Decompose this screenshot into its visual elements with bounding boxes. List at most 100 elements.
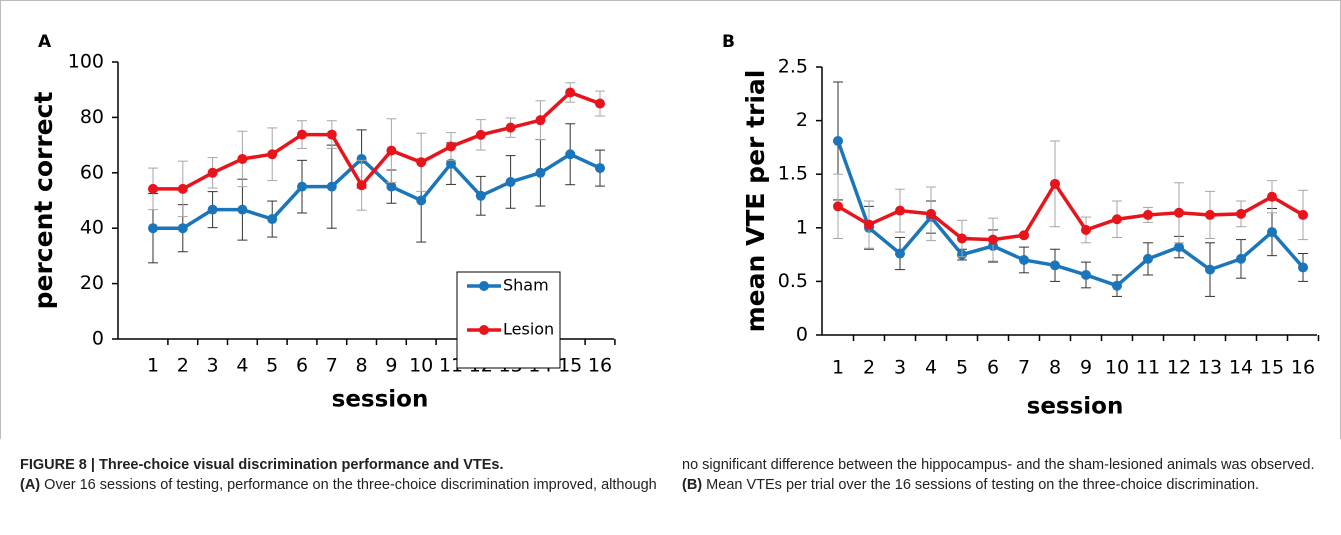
point xyxy=(237,153,248,164)
caption-title: FIGURE 8 | Three-choice visual discrimin… xyxy=(20,457,504,473)
point xyxy=(1112,214,1122,225)
point xyxy=(267,149,278,160)
point xyxy=(297,129,307,140)
point xyxy=(446,158,456,169)
x-tick-label: 5 xyxy=(266,355,278,377)
x-tick-label: 5 xyxy=(956,357,968,379)
point xyxy=(565,149,576,160)
point xyxy=(267,214,278,225)
y-tick-label: 2.5 xyxy=(778,56,808,78)
point xyxy=(177,183,188,194)
y-axis-title: mean VTE per trial xyxy=(741,70,770,333)
point xyxy=(1112,280,1122,291)
point xyxy=(895,205,905,216)
point xyxy=(207,204,218,215)
point xyxy=(386,181,397,192)
x-tick-label: 15 xyxy=(558,355,582,377)
x-tick-label: 15 xyxy=(1260,357,1284,379)
point xyxy=(535,167,546,178)
x-tick-label: 16 xyxy=(588,355,612,377)
x-tick-label: 10 xyxy=(409,355,433,377)
point xyxy=(1298,262,1308,273)
point xyxy=(446,141,456,152)
panel-a-text: Over 16 sessions of testing, performance… xyxy=(44,457,1315,493)
point xyxy=(1019,230,1029,241)
point xyxy=(356,153,367,164)
y-tick-label: 60 xyxy=(80,161,104,183)
point xyxy=(1174,242,1184,253)
x-tick-label: 14 xyxy=(1229,357,1253,379)
point xyxy=(326,129,337,140)
y-tick-label: 2 xyxy=(796,109,808,131)
point xyxy=(207,167,218,178)
point xyxy=(505,176,516,187)
point xyxy=(148,183,158,194)
x-tick-label: 13 xyxy=(1198,357,1222,379)
y-tick-label: 0 xyxy=(92,328,104,350)
point xyxy=(386,145,397,156)
point xyxy=(957,233,967,244)
panel-b-label: (B) xyxy=(682,477,703,493)
point xyxy=(1050,178,1060,189)
point xyxy=(595,163,605,174)
x-tick-label: 3 xyxy=(207,355,219,377)
series-line xyxy=(836,140,1305,288)
point xyxy=(1081,224,1091,235)
point xyxy=(833,201,843,212)
x-tick-label: 6 xyxy=(987,357,999,379)
y-tick-label: 40 xyxy=(80,217,104,239)
legend-label: Sham xyxy=(503,276,549,295)
point xyxy=(1174,207,1184,218)
x-tick-label: 16 xyxy=(1291,357,1315,379)
point xyxy=(356,180,367,191)
legend-marker xyxy=(479,281,489,291)
x-tick-label: 2 xyxy=(177,355,189,377)
point xyxy=(416,195,427,206)
point xyxy=(177,223,188,234)
x-tick-label: 8 xyxy=(356,355,368,377)
y-axis-title: percent correct xyxy=(29,92,58,310)
legend-box xyxy=(456,271,561,369)
x-tick-label: 1 xyxy=(147,355,159,377)
point xyxy=(895,248,905,259)
point xyxy=(1205,209,1215,220)
point xyxy=(535,115,546,126)
y-tick-label: 0.5 xyxy=(778,270,808,292)
y-tick-label: 1 xyxy=(796,216,808,238)
point xyxy=(505,122,516,133)
x-tick-label: 8 xyxy=(1049,357,1061,379)
x-axis-title: session xyxy=(1027,394,1124,420)
point xyxy=(1143,253,1153,264)
point xyxy=(833,135,843,146)
y-tick-label: 1.5 xyxy=(778,163,808,185)
point xyxy=(1050,260,1060,271)
point xyxy=(326,181,337,192)
point xyxy=(926,208,936,219)
point xyxy=(237,204,248,215)
x-tick-label: 9 xyxy=(385,355,397,377)
x-tick-label: 9 xyxy=(1080,357,1092,379)
point xyxy=(1081,269,1091,280)
x-tick-label: 3 xyxy=(894,357,906,379)
series-line xyxy=(153,90,601,191)
series-line xyxy=(837,180,1304,242)
x-tick-label: 7 xyxy=(1018,357,1030,379)
series-line xyxy=(153,152,601,230)
point xyxy=(1236,208,1246,219)
point xyxy=(1298,209,1308,220)
x-tick-label: 2 xyxy=(863,357,875,379)
legend-marker xyxy=(479,325,489,335)
x-axis-title: session xyxy=(332,387,429,413)
point xyxy=(148,223,158,234)
panel-b-text: Mean VTEs per trial over the 16 sessions… xyxy=(706,477,1260,493)
x-tick-label: 6 xyxy=(296,355,308,377)
point xyxy=(1236,253,1246,264)
y-tick-label: 80 xyxy=(80,106,104,128)
point xyxy=(988,234,998,245)
x-tick-label: 7 xyxy=(326,355,338,377)
x-tick-label: 4 xyxy=(925,357,937,379)
caption: FIGURE 8 | Three-choice visual discrimin… xyxy=(20,455,1320,495)
point xyxy=(1019,254,1029,265)
y-tick-label: 20 xyxy=(80,272,104,294)
